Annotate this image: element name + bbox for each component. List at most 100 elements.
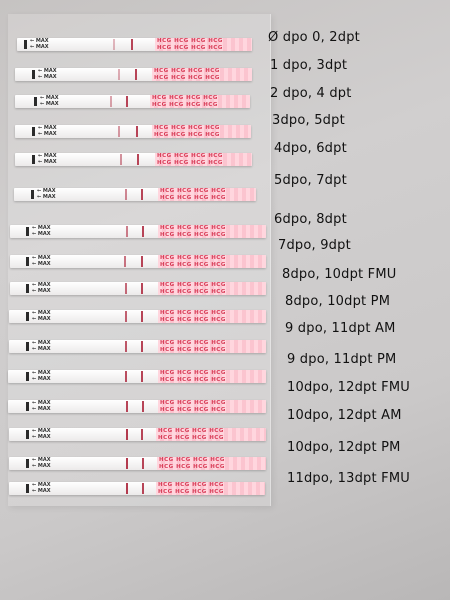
test-line (126, 429, 128, 440)
max-marker (34, 97, 37, 106)
strip-handle: HCG HCG HCG HCG HCG HCG HCG HCG (158, 370, 266, 383)
max-marker (26, 372, 29, 381)
test-strip: ← MAX ← MAX HCG HCG HCG HCG HCG HCG HCG H… (10, 225, 266, 238)
test-label: 1 dpo, 3dpt (270, 58, 348, 73)
brand-text: HCG HCG HCG HCG HCG HCG HCG HCG (157, 38, 223, 51)
control-line (142, 401, 144, 412)
max-label: ← MAX ← MAX (32, 225, 51, 237)
max-marker (32, 127, 35, 136)
max-label: ← MAX ← MAX (32, 482, 51, 494)
strip-handle: HCG HCG HCG HCG HCG HCG HCG HCG (158, 310, 266, 323)
test-label: 9 dpo, 11dpt PM (287, 352, 397, 367)
strip-handle: HCG HCG HCG HCG HCG HCG HCG HCG (158, 282, 266, 295)
control-line (141, 283, 143, 294)
test-strip: ← MAX ← MAX HCG HCG HCG HCG HCG HCG HCG H… (9, 340, 266, 353)
strip-handle: HCG HCG HCG HCG HCG HCG HCG HCG (156, 428, 266, 441)
brand-text: HCG HCG HCG HCG HCG HCG HCG HCG (160, 255, 226, 268)
strip-handle: HCG HCG HCG HCG HCG HCG HCG HCG (156, 482, 265, 495)
brand-text: HCG HCG HCG HCG HCG HCG HCG HCG (158, 482, 224, 495)
max-marker (24, 40, 27, 49)
test-strip: ← MAX ← MAX HCG HCG HCG HCG HCG HCG HCG H… (9, 457, 266, 470)
max-marker (26, 312, 29, 321)
test-label: 7dpo, 9dpt (278, 238, 351, 253)
test-line (126, 401, 128, 412)
brand-text: HCG HCG HCG HCG HCG HCG HCG HCG (154, 68, 220, 81)
brand-text: HCG HCG HCG HCG HCG HCG HCG HCG (160, 225, 226, 238)
brand-text: HCG HCG HCG HCG HCG HCG HCG HCG (160, 400, 226, 413)
test-strip: ← MAX ← MAX HCG HCG HCG HCG HCG HCG HCG H… (14, 188, 256, 201)
test-line (125, 311, 127, 322)
test-label: 4dpo, 6dpt (274, 141, 347, 156)
test-label: Ø dpo 0, 2dpt (268, 30, 360, 45)
max-label: ← MAX ← MAX (38, 153, 57, 165)
test-line (125, 371, 127, 382)
test-strip: ← MAX ← MAX HCG HCG HCG HCG HCG HCG HCG H… (8, 400, 266, 413)
control-line (141, 341, 143, 352)
max-marker (31, 190, 34, 199)
test-label: 3dpo, 5dpt (272, 113, 345, 128)
control-line (141, 189, 143, 200)
brand-text: HCG HCG HCG HCG HCG HCG HCG HCG (160, 310, 226, 323)
control-line (142, 458, 144, 469)
test-strip: ← MAX ← MAX HCG HCG HCG HCG HCG HCG HCG H… (15, 95, 250, 108)
max-marker (26, 227, 29, 236)
control-line (141, 429, 143, 440)
max-label: ← MAX ← MAX (32, 255, 51, 267)
strip-handle: HCG HCG HCG HCG HCG HCG HCG HCG (157, 457, 266, 470)
test-line (118, 126, 120, 137)
control-line (141, 371, 143, 382)
max-label: ← MAX ← MAX (32, 457, 51, 469)
brand-text: HCG HCG HCG HCG HCG HCG HCG HCG (160, 282, 226, 295)
test-strip: ← MAX ← MAX HCG HCG HCG HCG HCG HCG HCG H… (15, 125, 251, 138)
strip-handle: HCG HCG HCG HCG HCG HCG HCG HCG (150, 95, 250, 108)
strip-handle: HCG HCG HCG HCG HCG HCG HCG HCG (155, 153, 252, 166)
test-strip: ← MAX ← MAX HCG HCG HCG HCG HCG HCG HCG H… (15, 68, 252, 81)
test-line (110, 96, 112, 107)
brand-text: HCG HCG HCG HCG HCG HCG HCG HCG (158, 428, 224, 441)
test-strip: ← MAX ← MAX HCG HCG HCG HCG HCG HCG HCG H… (9, 310, 266, 323)
strip-handle: HCG HCG HCG HCG HCG HCG HCG HCG (158, 225, 266, 238)
test-label: 9 dpo, 11dpt AM (285, 321, 396, 336)
max-marker (26, 484, 29, 493)
strip-handle: HCG HCG HCG HCG HCG HCG HCG HCG (158, 255, 266, 268)
test-line (120, 154, 122, 165)
test-line (125, 189, 127, 200)
test-strip: ← MAX ← MAX HCG HCG HCG HCG HCG HCG HCG H… (15, 153, 252, 166)
max-label: ← MAX ← MAX (32, 428, 51, 440)
max-marker (32, 155, 35, 164)
test-strip: ← MAX ← MAX HCG HCG HCG HCG HCG HCG HCG H… (9, 482, 265, 495)
strip-handle: HCG HCG HCG HCG HCG HCG HCG HCG (152, 125, 251, 138)
brand-text: HCG HCG HCG HCG HCG HCG HCG HCG (159, 457, 225, 470)
brand-text: HCG HCG HCG HCG HCG HCG HCG HCG (154, 125, 220, 138)
strip-handle: HCG HCG HCG HCG HCG HCG HCG HCG (155, 38, 252, 51)
max-marker (26, 402, 29, 411)
brand-text: HCG HCG HCG HCG HCG HCG HCG HCG (160, 340, 226, 353)
test-line (126, 226, 128, 237)
test-line (126, 458, 128, 469)
brand-text: HCG HCG HCG HCG HCG HCG HCG HCG (160, 370, 226, 383)
test-label: 10dpo, 12dpt AM (287, 408, 402, 423)
test-label: 6dpo, 8dpt (274, 212, 347, 227)
control-line (141, 311, 143, 322)
max-marker (26, 284, 29, 293)
strip-handle: HCG HCG HCG HCG HCG HCG HCG HCG (158, 188, 256, 201)
control-line (142, 483, 144, 494)
max-label: ← MAX ← MAX (32, 340, 51, 352)
control-line (141, 256, 143, 267)
max-label: ← MAX ← MAX (32, 400, 51, 412)
test-line (125, 341, 127, 352)
strip-handle: HCG HCG HCG HCG HCG HCG HCG HCG (158, 400, 266, 413)
max-label: ← MAX ← MAX (32, 282, 51, 294)
strip-handle: HCG HCG HCG HCG HCG HCG HCG HCG (152, 68, 252, 81)
test-strip: ← MAX ← MAX HCG HCG HCG HCG HCG HCG HCG H… (10, 282, 266, 295)
test-line (113, 39, 115, 50)
test-label: 10dpo, 12dpt FMU (287, 380, 410, 395)
control-line (142, 226, 144, 237)
test-strip: ← MAX ← MAX HCG HCG HCG HCG HCG HCG HCG H… (10, 255, 266, 268)
brand-text: HCG HCG HCG HCG HCG HCG HCG HCG (157, 153, 223, 166)
max-label: ← MAX ← MAX (38, 68, 57, 80)
max-marker (26, 459, 29, 468)
control-line (131, 39, 133, 50)
test-label: 8dpo, 10dpt FMU (282, 267, 397, 282)
